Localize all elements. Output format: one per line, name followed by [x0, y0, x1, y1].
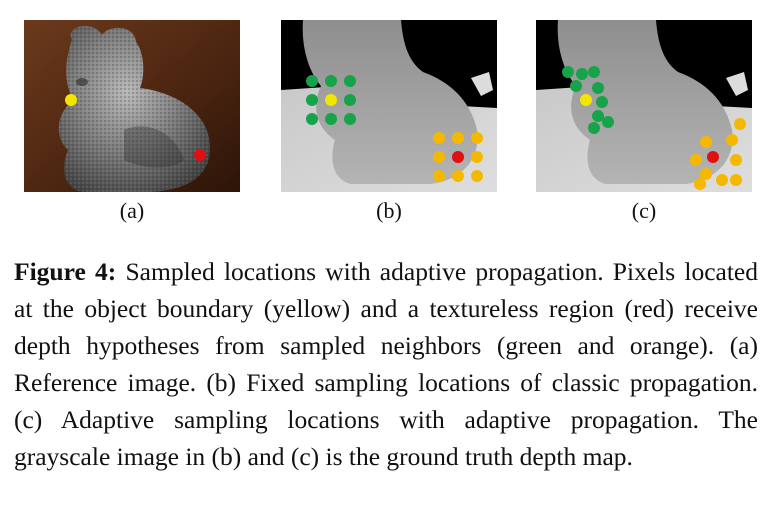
fixed-neighbors-orange — [433, 132, 483, 182]
panel-label-c: (c) — [631, 198, 657, 223]
neighbor-sample-dot — [734, 118, 746, 130]
adaptive-neighbors-orange — [690, 118, 746, 190]
neighbor-sample-dot — [588, 122, 600, 134]
neighbor-sample-dot — [325, 113, 337, 125]
neighbor-sample-dot — [588, 66, 600, 78]
rabbit-sculpture — [58, 25, 210, 192]
neighbor-sample-dot — [344, 113, 356, 125]
adaptive-sampling-panel — [536, 20, 752, 192]
neighbor-sample-dot — [306, 94, 318, 106]
neighbor-sample-dot — [716, 174, 728, 186]
textureless-pixel-marker — [194, 149, 206, 161]
neighbor-sample-dot — [471, 170, 483, 182]
neighbor-sample-dot — [306, 113, 318, 125]
textureless-pixel-marker — [707, 151, 719, 163]
neighbor-sample-dot — [433, 170, 445, 182]
neighbor-sample-dot — [576, 68, 588, 80]
neighbor-sample-dot — [433, 151, 445, 163]
neighbor-sample-dot — [700, 136, 712, 148]
neighbor-sample-dot — [726, 134, 738, 146]
fixed-neighbors-green — [306, 75, 356, 125]
reference-image-panel — [24, 20, 240, 192]
neighbor-sample-dot — [562, 66, 574, 78]
neighbor-sample-dot — [452, 132, 464, 144]
boundary-pixel-marker — [65, 94, 77, 106]
neighbor-sample-dot — [433, 132, 445, 144]
figure-label: Figure 4: — [14, 257, 117, 286]
boundary-pixel-marker — [580, 94, 592, 106]
neighbor-sample-dot — [471, 151, 483, 163]
neighbor-sample-dot — [325, 75, 337, 87]
neighbor-sample-dot — [592, 110, 604, 122]
neighbor-sample-dot — [570, 80, 582, 92]
panel-label-b: (b) — [376, 198, 402, 223]
boundary-pixel-marker — [325, 94, 337, 106]
caption-text: Sampled locations with adaptive propagat… — [14, 257, 759, 471]
neighbor-sample-dot — [730, 154, 742, 166]
neighbor-sample-dot — [596, 96, 608, 108]
figure-caption: Figure 4: Sampled locations with adaptiv… — [14, 253, 758, 475]
depth-map-fixed — [281, 20, 497, 192]
neighbor-sample-dot — [690, 154, 702, 166]
neighbor-sample-dot — [344, 94, 356, 106]
panel-label-a: (a) — [119, 198, 145, 223]
neighbor-sample-dot — [592, 82, 604, 94]
textureless-pixel-marker — [452, 151, 464, 163]
reference-image — [24, 20, 240, 192]
neighbor-sample-dot — [602, 116, 614, 128]
neighbor-sample-dot — [700, 168, 712, 180]
neighbor-sample-dot — [694, 178, 706, 190]
depth-map-adaptive — [536, 20, 752, 192]
fixed-sampling-panel — [281, 20, 497, 192]
neighbor-sample-dot — [471, 132, 483, 144]
neighbor-sample-dot — [344, 75, 356, 87]
neighbor-sample-dot — [452, 170, 464, 182]
neighbor-sample-dot — [730, 174, 742, 186]
adaptive-neighbors-green — [562, 66, 614, 134]
neighbor-sample-dot — [306, 75, 318, 87]
